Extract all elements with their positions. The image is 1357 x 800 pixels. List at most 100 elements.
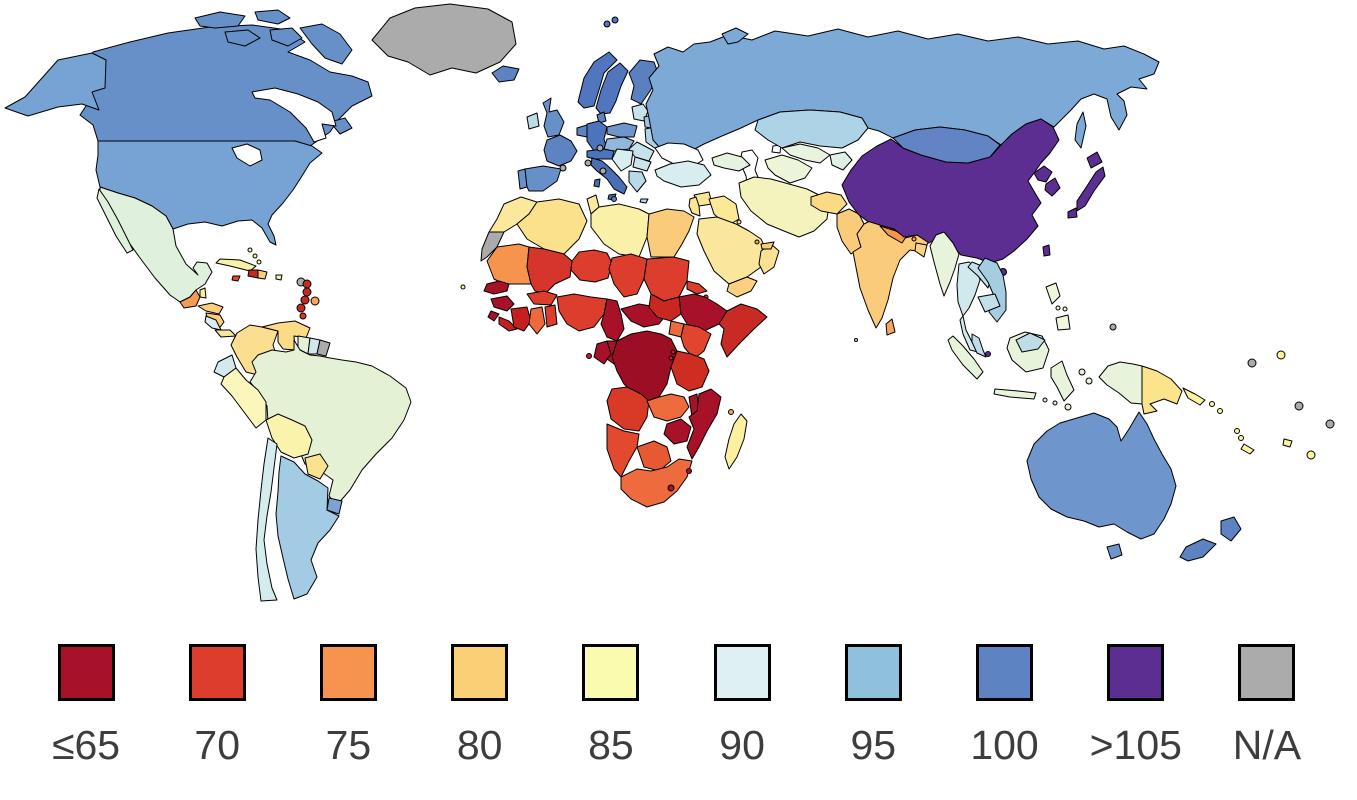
legend-swatch-le65 xyxy=(57,644,115,701)
region-cuba xyxy=(215,258,257,272)
region-ivory-coast xyxy=(510,306,532,332)
region-russia-novaya-zemlya xyxy=(721,27,749,45)
legend-label-na: N/A xyxy=(1232,722,1302,768)
region-nepal xyxy=(879,225,907,244)
region-turkmenistan xyxy=(764,154,813,184)
region-microstate xyxy=(559,164,567,172)
world-map xyxy=(4,3,1335,602)
legend-label-85: 85 xyxy=(588,722,634,768)
region-jamaica xyxy=(231,275,241,282)
region-lesser-antilles xyxy=(296,303,306,313)
region-guinea xyxy=(490,295,515,312)
legend-swatch-95 xyxy=(844,644,902,701)
region-paraguay xyxy=(304,453,329,480)
region-poland xyxy=(606,122,638,138)
region-australia xyxy=(1026,411,1177,540)
legend-label-le65: ≤65 xyxy=(51,722,121,768)
region-kuwait xyxy=(736,219,742,225)
region-egypt xyxy=(646,208,695,258)
legend-item-80: 80 xyxy=(434,644,526,766)
region-indonesia-sumatra xyxy=(947,335,984,380)
region-sri-lanka xyxy=(885,318,896,336)
region-lesser-antilles xyxy=(302,287,312,297)
region-sierra-leone xyxy=(487,310,500,322)
legend-label-80: 80 xyxy=(456,722,503,768)
region-thailand-peninsula xyxy=(959,315,979,353)
region-argentina xyxy=(275,455,340,600)
region-indonesia-lesser-sunda xyxy=(1052,400,1058,406)
region-south-korea xyxy=(1044,177,1061,197)
region-ghana xyxy=(528,306,546,335)
region-rwanda-burundi xyxy=(670,349,676,355)
region-solomon-islands xyxy=(1182,387,1206,406)
region-eritrea xyxy=(686,280,708,295)
legend-item-100: 100 xyxy=(959,644,1051,766)
region-guam xyxy=(1109,323,1117,331)
region-bulgaria xyxy=(632,156,652,172)
region-bhutan xyxy=(911,236,917,242)
region-uk xyxy=(542,97,565,138)
hudson-bay xyxy=(251,87,337,143)
legend: ≤65 70 75 80 85 90 95 100 >105 N/A xyxy=(0,628,1357,766)
region-svalbard xyxy=(611,16,619,24)
region-myanmar xyxy=(929,231,960,297)
region-chile xyxy=(255,437,278,602)
region-north-korea xyxy=(1033,165,1053,183)
region-swaziland xyxy=(686,468,692,474)
region-iceland xyxy=(491,65,520,83)
region-vietnam xyxy=(977,257,1007,323)
region-botswana xyxy=(636,440,672,472)
region-papua-new-guinea xyxy=(1141,365,1183,415)
region-uae xyxy=(760,241,775,250)
region-bahamas xyxy=(256,259,262,265)
region-canada-island xyxy=(194,11,246,29)
region-taiwan xyxy=(1042,244,1051,257)
legend-label-95: 95 xyxy=(850,722,897,768)
region-togo-benin xyxy=(544,304,558,328)
region-greece-crete xyxy=(639,198,649,204)
region-romania xyxy=(628,141,655,162)
region-benelux xyxy=(576,124,588,138)
region-libya xyxy=(590,203,650,258)
region-indonesia-sulawesi xyxy=(1050,360,1075,402)
region-indonesia-lesser-sunda xyxy=(1042,397,1048,403)
region-iran xyxy=(738,176,830,238)
region-costa-rica xyxy=(204,315,222,331)
region-indonesia-timor xyxy=(1064,403,1072,411)
region-barbados xyxy=(310,296,320,306)
region-solomon-islands xyxy=(1209,401,1215,407)
region-western-sahara xyxy=(480,231,505,262)
region-balkans xyxy=(611,148,634,172)
region-morocco xyxy=(488,196,538,240)
region-france xyxy=(543,134,578,167)
region-spain xyxy=(524,165,562,192)
region-vanuatu xyxy=(1234,428,1240,434)
legend-swatch-100 xyxy=(976,644,1034,701)
region-ireland xyxy=(526,112,540,130)
region-australia-tasmania xyxy=(1106,543,1123,560)
region-levant xyxy=(688,196,701,217)
legend-item-85: 85 xyxy=(565,644,657,766)
legend-item-95: 95 xyxy=(827,644,919,766)
legend-swatch-70 xyxy=(188,644,246,701)
region-indonesia-moluccas xyxy=(1078,368,1086,376)
legend-item-le65: ≤65 xyxy=(40,644,132,766)
region-mozambique xyxy=(686,388,722,460)
region-malaysia-peninsula xyxy=(971,333,987,358)
region-zimbabwe xyxy=(663,418,692,445)
region-lesser-antilles xyxy=(302,279,312,289)
region-turkey xyxy=(654,160,712,188)
region-cambodia xyxy=(977,293,1001,313)
legend-item-gt105: >105 xyxy=(1090,644,1182,766)
region-kazakhstan xyxy=(754,109,869,149)
legend-item-75: 75 xyxy=(302,644,394,766)
legend-label-75: 75 xyxy=(325,722,372,768)
region-vanuatu xyxy=(1238,435,1244,441)
region-canada-island xyxy=(269,27,303,47)
region-nigeria xyxy=(556,293,608,332)
region-french-guiana xyxy=(316,339,331,357)
legend-item-70: 70 xyxy=(171,644,263,766)
legend-item-na: N/A xyxy=(1221,644,1313,766)
region-microstate xyxy=(599,167,607,175)
region-greenland xyxy=(371,3,517,76)
